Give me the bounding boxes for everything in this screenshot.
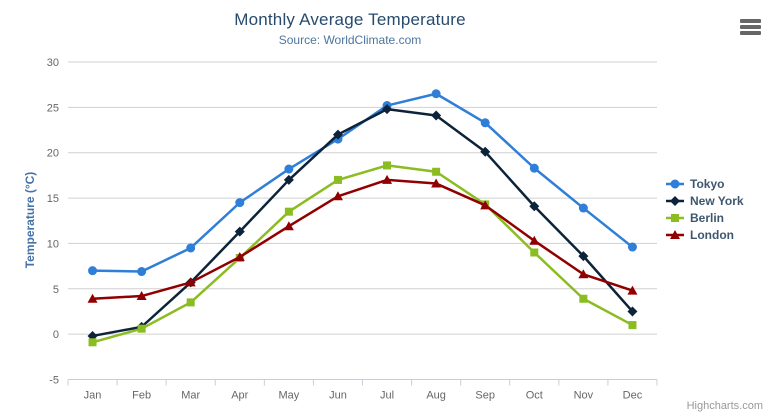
data-point-marker[interactable]: [283, 221, 294, 231]
data-point-marker[interactable]: [670, 195, 680, 206]
x-tick-label: Mar: [181, 390, 200, 402]
data-point-marker[interactable]: [671, 213, 679, 222]
data-point-marker[interactable]: [136, 291, 147, 301]
data-point-marker[interactable]: [284, 164, 294, 174]
x-tick-label: Apr: [231, 390, 248, 402]
hamburger-icon: [740, 31, 761, 35]
data-point-marker[interactable]: [579, 294, 588, 303]
data-point-marker[interactable]: [432, 167, 441, 176]
data-point-marker[interactable]: [670, 179, 680, 188]
x-tick-label: Jun: [329, 390, 347, 402]
triangle-marker-icon: [666, 229, 684, 239]
data-point-marker[interactable]: [431, 178, 442, 188]
data-point-marker[interactable]: [529, 235, 540, 245]
data-point-marker[interactable]: [87, 293, 98, 303]
x-tick-label: Jul: [380, 390, 394, 402]
legend-label: Tokyo: [690, 176, 725, 191]
data-point-marker[interactable]: [234, 226, 245, 237]
x-tick-label: Oct: [526, 390, 543, 402]
chart-subtitle: Source: WorldClimate.com: [278, 33, 422, 47]
series-line: [91, 92, 634, 273]
data-point-marker[interactable]: [382, 174, 393, 184]
x-tick-label: Aug: [426, 390, 446, 402]
legend-label: London: [690, 227, 734, 242]
data-point-marker[interactable]: [137, 324, 146, 333]
legend-item-tokyo[interactable]: Tokyo: [665, 175, 744, 192]
data-point-marker[interactable]: [332, 191, 343, 201]
data-point-marker[interactable]: [628, 321, 637, 330]
hamburger-icon: [740, 25, 761, 29]
x-tick-label: Feb: [132, 390, 151, 402]
data-point-marker[interactable]: [137, 267, 147, 277]
data-point-marker[interactable]: [235, 198, 245, 208]
y-tick-label: -5: [49, 375, 59, 387]
data-point-marker[interactable]: [627, 306, 638, 317]
data-point-marker[interactable]: [284, 207, 293, 216]
y-tick-label: 0: [53, 329, 59, 341]
data-point-marker[interactable]: [480, 118, 490, 128]
data-point-marker[interactable]: [670, 229, 680, 239]
circle-marker-icon: [666, 179, 684, 188]
data-point-marker[interactable]: [186, 298, 195, 307]
legend-item-berlin[interactable]: Berlin: [665, 209, 744, 226]
x-tick-label: Jan: [84, 390, 102, 402]
square-marker-icon: [666, 213, 684, 222]
data-point-marker[interactable]: [530, 248, 539, 257]
y-tick-label: 20: [47, 148, 59, 160]
data-point-marker[interactable]: [529, 163, 539, 173]
y-tick-label: 10: [47, 238, 59, 250]
x-tick-label: May: [278, 390, 299, 402]
legend-label: New York: [690, 193, 744, 208]
data-point-marker[interactable]: [88, 338, 97, 347]
series-line: [91, 164, 634, 344]
y-tick-label: 25: [47, 102, 59, 114]
data-point-marker[interactable]: [186, 243, 196, 253]
credits-link[interactable]: Highcharts.com: [686, 400, 763, 412]
data-point-marker[interactable]: [431, 110, 442, 121]
data-point-marker[interactable]: [529, 201, 540, 212]
data-point-marker[interactable]: [383, 161, 392, 170]
legend: Tokyo New York Berlin London: [665, 175, 744, 243]
data-point-marker[interactable]: [185, 277, 196, 287]
data-point-marker[interactable]: [333, 175, 342, 184]
data-point-marker[interactable]: [431, 89, 441, 99]
y-tick-label: 15: [47, 193, 59, 205]
data-point-marker[interactable]: [480, 200, 491, 210]
legend-item-london[interactable]: London: [665, 226, 744, 243]
diamond-marker-icon: [666, 195, 684, 206]
context-menu-button[interactable]: [738, 17, 762, 37]
x-tick-label: Nov: [574, 390, 594, 402]
data-point-marker[interactable]: [578, 203, 588, 213]
chart-title: Monthly Average Temperature: [234, 10, 466, 29]
series-line: [91, 178, 634, 301]
legend-label: Berlin: [690, 210, 725, 225]
y-tick-label: 5: [53, 284, 59, 296]
data-point-marker[interactable]: [578, 269, 589, 279]
y-tick-label: 30: [47, 57, 59, 69]
series-line: [91, 107, 634, 338]
x-tick-label: Dec: [623, 390, 643, 402]
data-point-marker[interactable]: [627, 242, 637, 252]
hamburger-icon: [740, 19, 761, 23]
series-tokyo: [88, 89, 637, 277]
data-point-marker[interactable]: [382, 104, 393, 115]
data-point-marker[interactable]: [88, 266, 98, 276]
data-point-marker[interactable]: [332, 129, 343, 140]
data-point-marker[interactable]: [283, 174, 294, 185]
x-tick-label: Sep: [475, 390, 495, 402]
legend-item-new-york[interactable]: New York: [665, 192, 744, 209]
series-new-york: [87, 104, 638, 341]
data-point-marker[interactable]: [578, 251, 589, 262]
data-point-marker[interactable]: [234, 252, 245, 262]
data-point-marker[interactable]: [480, 146, 491, 157]
series-london: [87, 174, 638, 303]
data-point-marker[interactable]: [627, 285, 638, 295]
